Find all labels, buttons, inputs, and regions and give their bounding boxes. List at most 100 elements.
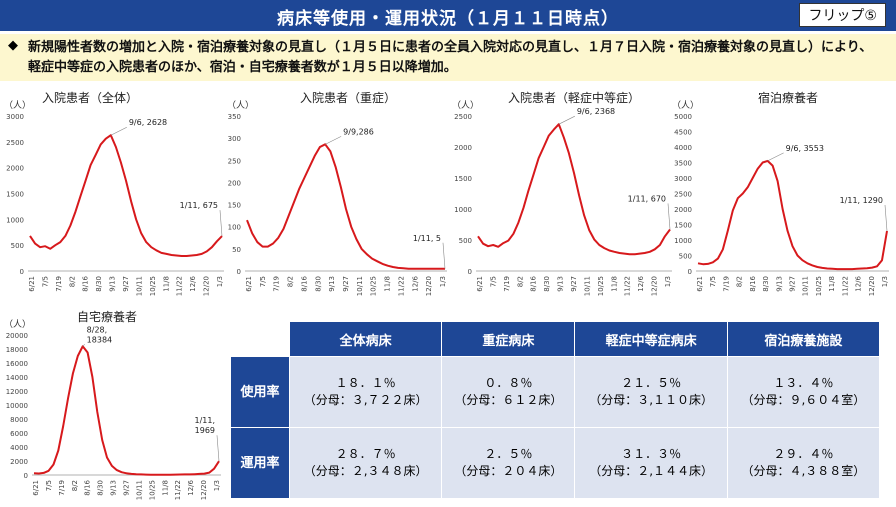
denominator: （分母：３,１１０床） xyxy=(589,393,714,407)
summary-box: ◆ 新規陽性者数の増加と入院・宿泊療養対象の見直し（１月５日に患者の全員入院対応… xyxy=(0,34,896,81)
series-line xyxy=(246,143,445,270)
series-line xyxy=(477,123,671,256)
x-tick-label: 7/19 xyxy=(273,276,281,292)
y-tick-label: 1500 xyxy=(674,222,692,230)
unit-label: （人） xyxy=(227,100,254,111)
table-cell: ２．５％ （分母：２０４床） xyxy=(441,427,576,499)
x-tick-label: 9/27 xyxy=(122,276,130,292)
annotation-leader xyxy=(216,435,220,462)
y-tick-label: 8000 xyxy=(10,416,28,424)
x-tick-label: 9/13 xyxy=(557,276,565,292)
y-tick-label: 1000 xyxy=(454,206,472,214)
chart-svg: 自宅療養者 （人） 0 2000 4000 6000 8000 10000 12000 14000… xyxy=(4,309,221,500)
y-tick-label: 350 xyxy=(228,113,241,121)
x-tick-label: 12/6 xyxy=(411,275,419,291)
chart-title: 入院患者（重症） xyxy=(300,90,396,105)
table-corner xyxy=(231,322,290,357)
x-tick-label: 12/20 xyxy=(203,276,211,296)
y-tick-label: 4000 xyxy=(674,144,692,152)
x-tick-label: 11/22 xyxy=(174,480,182,500)
chart-inpatients-severe: 入院患者（重症） （人） 0 50 100 150 200 250 300 350 6/21 7/5 7… xyxy=(225,88,453,300)
y-tick-label: 4500 xyxy=(674,129,692,137)
x-tick-label: 7/19 xyxy=(58,480,66,496)
y-tick-label: 2500 xyxy=(6,139,24,147)
row-label-usage-rate: 使用率 xyxy=(230,356,290,428)
x-tick-label: 6/21 xyxy=(32,480,40,496)
x-tick-label: 7/5 xyxy=(45,480,53,491)
y-tick-label: 6000 xyxy=(10,430,28,438)
x-tick-label: 12/20 xyxy=(200,480,208,500)
x-tick-label: 8/2 xyxy=(68,276,76,287)
chart-title: 自宅療養者 xyxy=(77,309,137,324)
y-tick-label: 0 xyxy=(24,472,28,480)
denominator: （分母：３,７２２床） xyxy=(303,393,428,407)
x-tick-label: 8/16 xyxy=(82,275,90,291)
y-tick-label: 3000 xyxy=(674,175,692,183)
y-tick-label: 500 xyxy=(679,253,692,261)
x-tick-label: 1/3 xyxy=(664,276,672,287)
x-tick-label: 9/13 xyxy=(110,480,118,496)
denominator: （分母：２,１４４床） xyxy=(589,464,714,478)
table-header-total-beds: 全体病床 xyxy=(288,321,443,357)
x-tick-label: 10/25 xyxy=(148,480,156,500)
y-tick-label: 0 xyxy=(237,268,241,276)
table-cell: ３１．３％ （分母：２,１４４床） xyxy=(574,427,728,499)
annotation-label: 9/6, 2368 xyxy=(577,107,615,116)
y-tick-label: 16000 xyxy=(6,360,28,368)
x-tick-label: 9/13 xyxy=(328,276,336,292)
annotation-leader xyxy=(667,203,671,230)
unit-label: （人） xyxy=(452,100,479,111)
denominator: （分母：６１２床） xyxy=(454,393,563,407)
annotation-label: 1/11, 675 xyxy=(180,201,218,210)
y-tick-label: 2000 xyxy=(674,206,692,214)
denominator: （分母：２,３４８床） xyxy=(303,464,428,478)
x-tick-label: 6/21 xyxy=(245,276,253,292)
table-cell: １３．４％ （分母：９,６０４室） xyxy=(726,356,881,428)
x-tick-label: 10/11 xyxy=(135,480,143,500)
y-tick-label: 1500 xyxy=(454,175,472,183)
rate-value: ２９．４％ xyxy=(773,447,834,461)
series-line xyxy=(697,159,888,271)
y-tick-label: 12000 xyxy=(6,388,28,396)
annotation-leader xyxy=(219,210,223,237)
y-tick-label: 14000 xyxy=(6,374,28,382)
annotation-label: 1/11, 5 xyxy=(413,234,441,243)
rate-value: １８．１％ xyxy=(335,376,396,390)
x-tick-label: 1/3 xyxy=(216,276,224,287)
y-tick-label: 2000 xyxy=(454,144,472,152)
flip-badge: フリップ⑤ xyxy=(799,3,886,27)
x-tick-label: 6/21 xyxy=(28,276,36,292)
summary-text: 新規陽性者数の増加と入院・宿泊療養対象の見直し（１月５日に患者の全員入院対応の見… xyxy=(28,40,873,75)
x-tick-label: 11/8 xyxy=(610,276,618,292)
x-tick-label: 10/25 xyxy=(815,276,823,296)
x-tick-label: 8/2 xyxy=(736,276,744,287)
annotation-leader xyxy=(110,126,127,136)
x-tick-label: 8/16 xyxy=(84,479,92,495)
chart-inpatients-total: 入院患者（全体） （人） 0 500 1000 1500 2000 2500 3000 6/21 7… xyxy=(2,88,230,300)
table-header-severe-beds: 重症病床 xyxy=(441,321,576,357)
x-tick-label: 10/25 xyxy=(597,276,605,296)
page-title: 病床等使用・運用状況（１月１１日時点） xyxy=(277,9,619,29)
bed-usage-table: 全体病床 重症病床 軽症中等症病床 宿泊療養施設 使用率 １８．１％ （分母：３,… xyxy=(230,321,881,499)
y-tick-label: 2000 xyxy=(6,165,24,173)
annotation-label: 1/11, 670 xyxy=(628,194,666,203)
y-tick-label: 50 xyxy=(232,246,241,254)
header-bar: 病床等使用・運用状況（１月１１日時点） フリップ⑤ xyxy=(0,0,896,31)
table-header-row: 全体病床 重症病床 軽症中等症病床 宿泊療養施設 xyxy=(231,321,881,357)
annotation-leader xyxy=(558,115,575,125)
chart-hotel-recuperation: 宿泊療養者 （人） 0 500 1000 1500 2000 2500 3000 3500 4000… xyxy=(670,88,895,300)
chart-svg: 入院患者（全体） （人） 0 500 1000 1500 2000 2500 3000 6/21 7… xyxy=(4,90,224,296)
y-tick-label: 3500 xyxy=(674,160,692,168)
chart-inpatients-mild: 入院患者（軽症中等症） （人） 0 500 1000 1500 2000 2500 6/21 7/… xyxy=(450,88,678,300)
y-tick-label: 4000 xyxy=(10,444,28,452)
annotation-label: 1/11, 1969 xyxy=(194,416,215,435)
table-cell: ２１．５％ （分母：３,１１０床） xyxy=(574,356,728,428)
chart-title: 宿泊療養者 xyxy=(758,90,818,105)
y-tick-label: 200 xyxy=(228,179,241,187)
x-tick-label: 12/6 xyxy=(189,275,197,291)
rate-value: １３．４％ xyxy=(773,376,834,390)
y-tick-label: 2000 xyxy=(10,458,28,466)
y-tick-label: 2500 xyxy=(674,191,692,199)
x-tick-label: 1/3 xyxy=(213,480,221,491)
x-tick-label: 9/13 xyxy=(109,276,117,292)
